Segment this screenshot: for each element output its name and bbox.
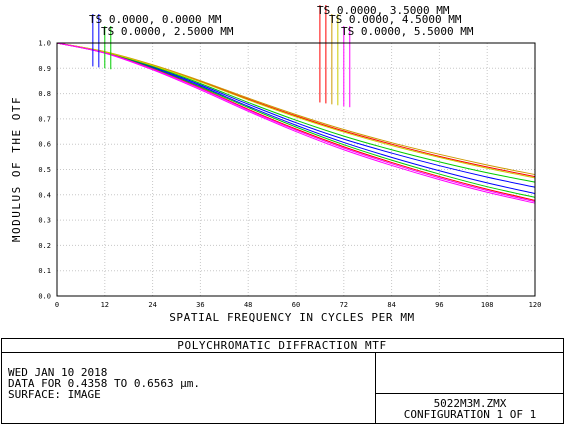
x-tick-label: 96	[435, 301, 443, 309]
x-tick-label: 60	[292, 301, 300, 309]
mtf-curve-7	[56, 42, 536, 176]
mtf-curve-9	[56, 42, 536, 203]
tick-labels: 0 12 24 36 48 60 72 84 96 108 120 0.0 0.1 0.2 0.3 0.4 0.…	[38, 40, 541, 310]
field-markers	[92, 5, 351, 108]
field-label-2: TS 0.0000, 2.5000 MM	[101, 25, 234, 38]
surface-text: SURFACE: IMAGE	[8, 388, 101, 401]
y-tick-label: 0.5	[38, 166, 51, 174]
mtf-curve-10	[56, 42, 536, 204]
y-tick-label: 0.1	[38, 267, 51, 275]
x-tick-label: 84	[387, 301, 395, 309]
y-tick-label: 0.0	[38, 293, 51, 301]
x-tick-label: 0	[55, 301, 59, 309]
date-text: WED JAN 10 2018	[8, 366, 108, 379]
x-tick-label: 48	[244, 301, 252, 309]
footer-frame	[1, 338, 564, 424]
y-tick-label: 0.3	[38, 217, 51, 225]
x-tick-label: 24	[148, 301, 156, 309]
wavelength-range-text: DATA FOR 0.4358 TO 0.6563 µm.	[8, 377, 201, 390]
x-tick-label: 108	[481, 301, 494, 309]
field-label-5: TS 0.0000, 5.5000 MM	[341, 25, 474, 38]
y-tick-label: 0.6	[38, 141, 51, 149]
plot-frame	[56, 42, 536, 297]
x-axis-label: SPATIAL FREQUENCY IN CYCLES PER MM	[169, 311, 415, 324]
mtf-curves	[56, 42, 536, 204]
y-tick-label: 0.4	[38, 191, 51, 199]
field-label-1: TS 0.0000, 0.0000 MM	[89, 13, 222, 26]
configuration-label: CONFIGURATION 1 OF 1	[404, 408, 536, 421]
x-tick-label: 120	[529, 301, 542, 309]
chart-title: POLYCHROMATIC DIFFRACTION MTF	[177, 339, 386, 352]
y-tick-label: 0.9	[38, 65, 51, 73]
field-label-4: TS 0.0000, 4.5000 MM	[329, 13, 462, 26]
field-label-3: TS 0.0000, 3.5000 MM	[317, 4, 450, 17]
file-name: 5022M3M.ZMX	[434, 397, 507, 410]
x-tick-label: 72	[340, 301, 348, 309]
x-tick-label: 36	[196, 301, 204, 309]
mtf-curve-1	[56, 42, 536, 188]
mtf-curve-3	[56, 42, 536, 183]
y-tick-label: 0.2	[38, 242, 51, 250]
y-axis-label: MODULUS OF THE OTF	[10, 96, 23, 242]
y-tick-label: 1.0	[38, 40, 51, 48]
plot-grid	[56, 42, 536, 297]
y-tick-label: 0.7	[38, 115, 51, 123]
x-tick-label: 12	[101, 301, 109, 309]
y-tick-label: 0.8	[38, 90, 51, 98]
mtf-curve-8	[56, 42, 536, 179]
